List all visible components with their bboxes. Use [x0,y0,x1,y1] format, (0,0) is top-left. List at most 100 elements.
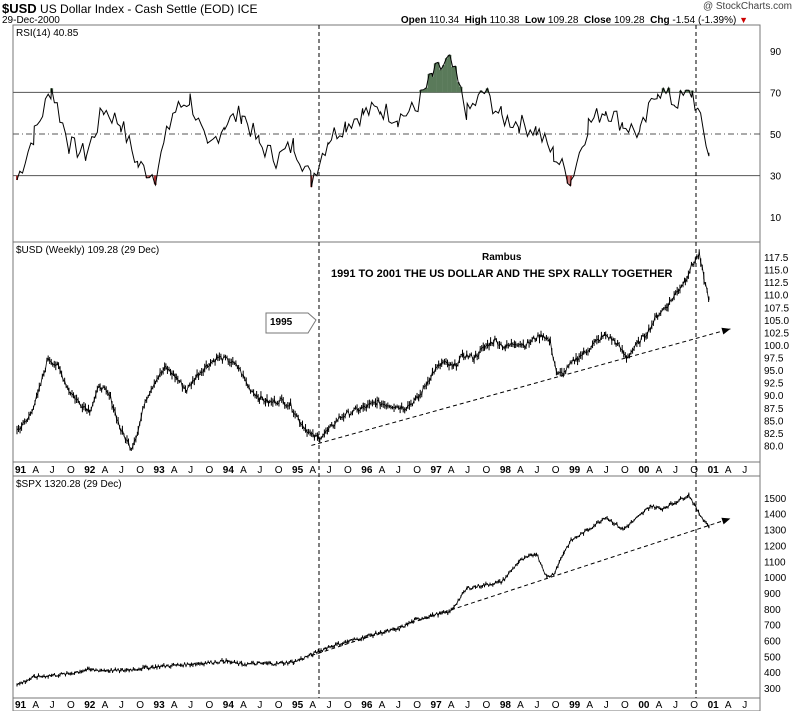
spx-panel-title: $SPX 1320.28 (29 Dec) [16,479,122,490]
spx-x-tick: O [205,700,213,711]
spx-x-tick: A [309,700,316,711]
usd-y-tick: 102.5 [764,328,789,339]
spx-x-tick: J [465,700,470,711]
spx-x-tick: A [517,700,524,711]
spx-x-tick: 01 [708,700,720,711]
spx-x-tick: A [171,700,178,711]
usd-x-tick: 93 [154,465,166,476]
chg-label: Chg [650,15,670,26]
spx-trendline [311,517,731,657]
usd-y-tick: 82.5 [764,429,784,440]
spx-x-tick: J [742,700,747,711]
usd-x-tick: O [483,465,491,476]
usd-x-tick: A [309,465,316,476]
usd-y-tick: 92.5 [764,379,784,390]
usd-x-tick: J [119,465,124,476]
spx-x-tick: A [725,700,732,711]
down-triangle-icon: ▼ [739,15,748,25]
usd-x-tick: O [552,465,560,476]
usd-x-tick: 96 [361,465,373,476]
spx-x-tick: O [552,700,560,711]
usd-y-tick: 97.5 [764,354,784,365]
usd-x-tick: J [188,465,193,476]
usd-x-tick: A [32,465,39,476]
rsi-y-tick: 70 [770,88,782,99]
spx-x-tick: 92 [84,700,96,711]
spx-x-tick: O [344,700,352,711]
usd-x-tick: 91 [15,465,27,476]
usd-x-tick: O [67,465,75,476]
usd-x-tick: J [742,465,747,476]
ohlc-readout: Open 110.34 High 110.38 Low 109.28 Close… [401,15,748,26]
spx-panel [12,475,761,699]
spx-x-tick: O [690,700,698,711]
usd-y-tick: 115.0 [764,266,789,277]
chg-value: -1.54 (-1.39%) [672,15,737,26]
spx-x-tick: J [257,700,262,711]
spx-x-tick: O [621,700,629,711]
spx-x-tick: J [396,700,401,711]
spx-x-tick: 98 [500,700,512,711]
low-value: 109.28 [547,15,579,26]
usd-x-tick: O [413,465,421,476]
spx-x-tick: J [534,700,539,711]
usd-trendline-arrowhead [721,327,731,335]
spx-y-tick: 1300 [764,526,787,537]
spx-x-tick: J [327,700,332,711]
usd-x-tick: J [673,465,678,476]
rsi-panel-title: RSI(14) 40.85 [16,28,79,39]
usd-x-tick: 99 [569,465,581,476]
rsi-y-tick: 50 [770,130,782,141]
spx-y-tick: 500 [764,652,781,663]
usd-x-tick: J [534,465,539,476]
spx-x-tick: A [102,700,109,711]
usd-x-tick: O [275,465,283,476]
spx-x-tick: A [448,700,455,711]
rsi-y-tick: 10 [770,213,782,224]
spx-y-tick: 700 [764,621,781,632]
usd-y-tick: 105.0 [764,316,789,327]
high-label: High [464,15,487,26]
spx-x-tick: J [673,700,678,711]
usd-x-tick: A [171,465,178,476]
spx-x-tick: 95 [292,700,304,711]
usd-x-tick: 97 [431,465,443,476]
spx-y-tick: 1500 [764,494,787,505]
spx-x-tick: 94 [223,700,235,711]
spx-x-tick: 97 [431,700,443,711]
usd-x-tick: A [725,465,732,476]
exchange: ICE [237,2,258,16]
high-value: 110.38 [489,15,520,26]
symbol-name: US Dollar Index - Cash Settle (EOD) [40,2,235,16]
usd-y-tick: 107.5 [764,303,789,314]
rsi-series-line [16,54,710,188]
spx-y-tick: 400 [764,668,781,679]
spx-y-tick: 600 [764,637,781,648]
spx-x-tick: O [413,700,421,711]
spx-x-tick: 00 [638,700,650,711]
spx-x-tick: O [136,700,144,711]
close-value: 109.28 [613,15,645,26]
spx-x-tick: A [379,700,386,711]
spx-y-tick: 1000 [764,573,787,584]
usd-x-tick: J [257,465,262,476]
usd-trendline [311,328,731,446]
spx-x-tick: 91 [15,700,27,711]
usd-x-tick: J [465,465,470,476]
usd-x-tick: J [604,465,609,476]
usd-y-tick: 112.5 [764,278,789,289]
spx-plot [16,492,731,687]
usd-x-tick: A [517,465,524,476]
usd-x-tick: O [690,465,698,476]
usd-x-tick: 92 [84,465,96,476]
spx-x-tick: J [188,700,193,711]
usd-y-tick: 95.0 [764,366,784,377]
usd-x-tick: O [136,465,144,476]
rsi-y-tick: 90 [770,47,782,58]
credit-label: @ StockCharts.com [702,1,792,12]
spx-y-tick: 1100 [764,557,786,568]
spx-y-tick: 800 [764,605,781,616]
usd-x-tick: 95 [292,465,304,476]
spx-x-tick: A [32,700,39,711]
